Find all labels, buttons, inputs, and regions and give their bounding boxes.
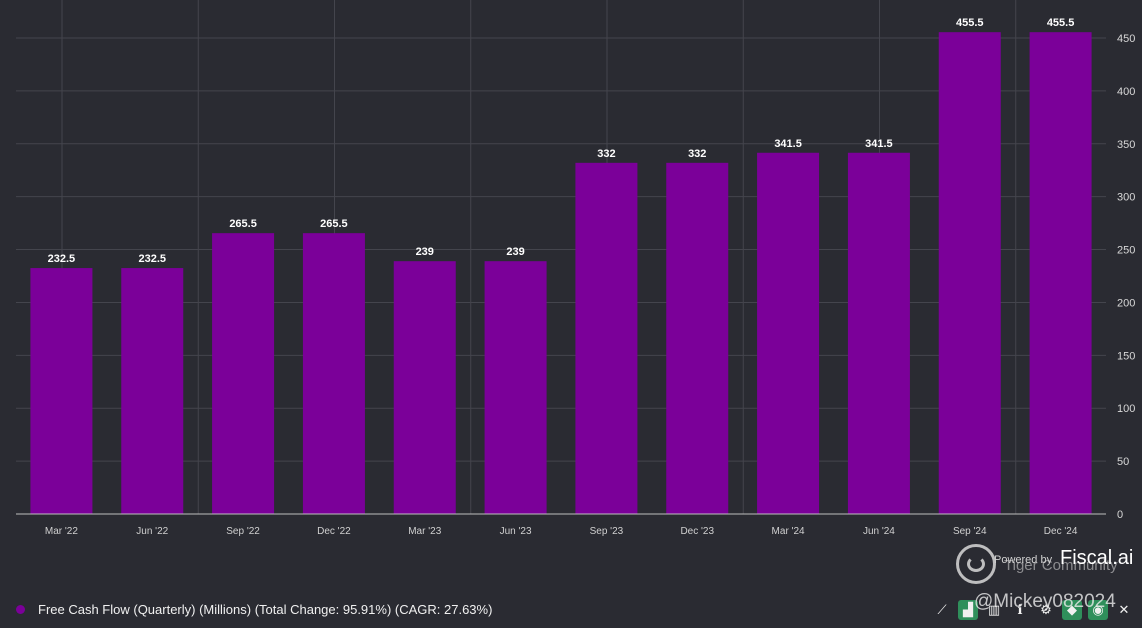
tiger-logo-icon <box>956 544 996 584</box>
bar[interactable] <box>393 261 456 514</box>
brand-block: Tiger Community Powered by Fiscal.ai <box>956 544 1142 590</box>
data-label: 265.5 <box>229 218 257 230</box>
watermark-user: @Mickey082024 <box>974 591 1116 612</box>
bar[interactable] <box>212 233 275 514</box>
data-label: 232.5 <box>138 253 166 265</box>
x-tick-label: Dec '22 <box>317 526 351 537</box>
x-tick-label: Mar '22 <box>45 526 78 537</box>
x-tick-label: Sep '23 <box>590 526 624 537</box>
y-tick-label: 100 <box>1117 403 1135 415</box>
bar[interactable] <box>575 162 638 514</box>
data-label: 332 <box>688 148 706 160</box>
data-label: 232.5 <box>48 253 76 265</box>
powered-by-text: Powered by <box>994 554 1053 566</box>
x-tick-label: Mar '24 <box>772 526 805 537</box>
y-tick-label: 400 <box>1117 86 1135 98</box>
y-tick-label: 0 <box>1117 509 1123 521</box>
tag-icon[interactable]: ◆ <box>1062 600 1082 620</box>
y-tick-label: 250 <box>1117 245 1135 257</box>
y-tick-label: 350 <box>1117 139 1135 151</box>
y-tick-label: 450 <box>1117 33 1135 45</box>
data-label: 341.5 <box>865 138 893 150</box>
y-tick-label: 300 <box>1117 192 1135 204</box>
bar[interactable] <box>847 152 910 514</box>
x-tick-label: Jun '22 <box>136 526 168 537</box>
bar[interactable] <box>121 268 184 514</box>
x-tick-label: Dec '23 <box>680 526 714 537</box>
legend-series-marker <box>16 605 25 614</box>
bars <box>30 32 1092 514</box>
bar[interactable] <box>1029 32 1092 514</box>
eye-icon[interactable]: ◉ <box>1088 600 1108 620</box>
y-axis: 0 50 100 150 200 250 300 350 400 450 <box>1117 33 1135 521</box>
data-label: 341.5 <box>774 138 802 150</box>
bar-chart-outline-icon[interactable]: ▥ <box>987 602 1001 617</box>
bar[interactable] <box>757 152 820 514</box>
bar[interactable] <box>484 261 547 514</box>
close-icon[interactable]: ✕ <box>1118 602 1130 617</box>
data-label: 239 <box>416 246 434 258</box>
x-tick-label: Sep '24 <box>953 526 987 537</box>
bar[interactable] <box>666 162 729 514</box>
watermark-community: Tiger Community <box>1004 557 1118 574</box>
data-labels: 232.5 232.5 265.5 265.5 239 239 332 332 341.5 341… <box>48 17 1075 265</box>
x-tick-label: Jun '24 <box>863 526 895 537</box>
bar[interactable] <box>938 32 1001 514</box>
data-label: 455.5 <box>956 17 984 29</box>
chart-toolbar: ⟋ ▟ ▥ ℹ ⚙ ◆ ◉ ✕ <box>932 600 1134 620</box>
x-tick-label: Jun '23 <box>500 526 532 537</box>
data-label: 332 <box>597 148 615 160</box>
data-label: 455.5 <box>1047 17 1075 29</box>
bar[interactable] <box>302 233 365 514</box>
x-tick-label: Dec '24 <box>1044 526 1078 537</box>
x-tick-label: Mar '23 <box>408 526 441 537</box>
info-icon[interactable]: ℹ <box>1017 602 1023 617</box>
x-axis: Mar '22 Jun '22 Sep '22 Dec '22 Mar '23 Jun '… <box>16 513 1106 537</box>
y-tick-label: 200 <box>1117 297 1135 309</box>
bar[interactable] <box>30 268 93 514</box>
legend[interactable]: Free Cash Flow (Quarterly) (Millions) (T… <box>16 602 492 617</box>
x-tick-label: Sep '22 <box>226 526 260 537</box>
bar-chart-icon[interactable]: ▟ <box>958 600 978 620</box>
data-label: 239 <box>506 246 524 258</box>
gear-icon[interactable]: ⚙ <box>1040 602 1052 617</box>
trend-icon[interactable]: ⟋ <box>937 602 947 617</box>
legend-series-label: Free Cash Flow (Quarterly) (Millions) (T… <box>38 602 493 617</box>
brand-name: Fiscal.ai <box>1060 547 1134 569</box>
y-tick-label: 150 <box>1117 350 1135 362</box>
y-tick-label: 50 <box>1117 456 1129 468</box>
data-label: 265.5 <box>320 218 348 230</box>
